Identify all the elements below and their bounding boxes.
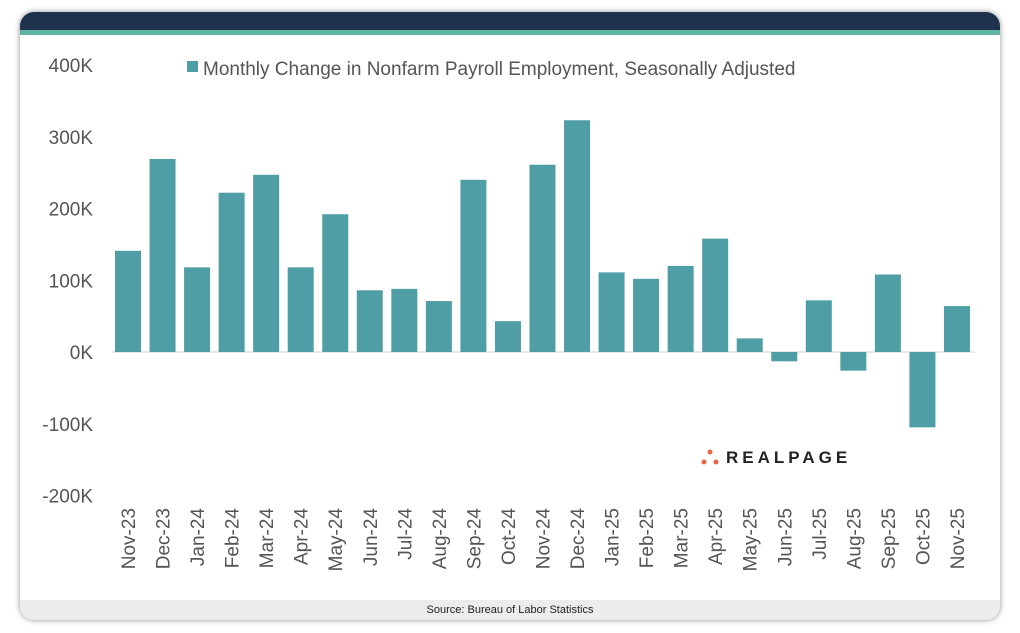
y-tick-label: -200K [42,487,93,508]
x-tick-label: Jan-24 [188,508,209,567]
x-tick-label: Sep-24 [464,508,485,570]
bar-mar-25 [667,265,694,352]
x-tick-label: Jun-24 [361,508,382,567]
bar-sep-25 [874,274,901,352]
bar-may-25 [736,338,763,352]
bar-oct-24 [494,321,521,352]
y-tick-label: 100K [49,271,94,292]
x-tick-label: Dec-23 [154,508,175,569]
y-tick-label: 300K [49,128,94,149]
realpage-logo: REALPAGE [700,448,851,468]
bar-dec-24 [564,120,591,352]
bar-apr-24 [287,267,314,352]
chart-card: Source: Bureau of Labor Statistics [20,12,1000,620]
x-tick-label: Feb-25 [637,508,658,568]
x-tick-label: Aug-24 [430,508,451,570]
bar-jan-25 [598,272,625,352]
logo-text: REALPAGE [726,448,852,467]
bar-nov-25 [943,306,970,352]
y-tick-label: 0K [70,343,94,364]
bar-feb-24 [218,192,245,352]
bar-mar-24 [253,174,280,352]
x-tick-label: Sep-25 [879,508,900,569]
x-tick-label: Nov-24 [533,508,554,570]
x-tick-label: Aug-25 [844,508,865,569]
x-tick-label: Apr-25 [706,508,727,565]
x-tick-label: Nov-23 [119,508,140,569]
legend-label: Monthly Change in Nonfarm Payroll Employ… [203,59,795,80]
x-tick-label: Jun-25 [775,508,796,566]
logo-dots-icon [701,449,719,465]
bar-aug-25 [840,352,867,371]
bar-jun-25 [771,352,798,362]
source-note: Source: Bureau of Labor Statistics [20,600,1000,620]
y-tick-label: 200K [49,200,94,221]
x-tick-label: Jan-25 [603,508,624,566]
bar-nov-23 [115,250,141,352]
bar-jan-24 [184,267,211,352]
accent-stripe [20,30,1000,35]
bar-dec-23 [149,158,176,352]
bar-apr-25 [702,238,729,352]
x-tick-label: Jul-24 [395,508,416,560]
x-tick-label: Mar-25 [672,508,693,568]
bar-may-24 [322,214,349,352]
bar-jul-25 [805,300,832,352]
x-tick-label: May-24 [326,508,347,572]
bar-jun-24 [356,290,383,352]
bar-aug-24 [425,301,452,352]
x-tick-label: Jul-25 [810,508,831,560]
x-tick-label: Feb-24 [223,508,244,569]
bar-oct-25 [909,352,936,428]
bar-jul-24 [391,288,418,352]
bar-sep-24 [460,179,487,352]
y-tick-label: 400K [49,56,94,77]
legend-swatch [187,61,198,72]
bar-feb-25 [633,278,660,352]
x-tick-label: Oct-25 [913,508,934,565]
x-tick-label: Dec-24 [568,508,589,570]
x-tick-label: Nov-25 [948,508,969,569]
bar-nov-24 [529,164,556,352]
x-tick-label: Oct-24 [499,508,520,565]
x-tick-label: Mar-24 [257,508,278,569]
header-bar [20,12,1000,30]
x-tick-label: May-25 [741,508,762,571]
x-tick-label: Apr-24 [292,508,313,565]
y-tick-label: -100K [42,415,93,436]
